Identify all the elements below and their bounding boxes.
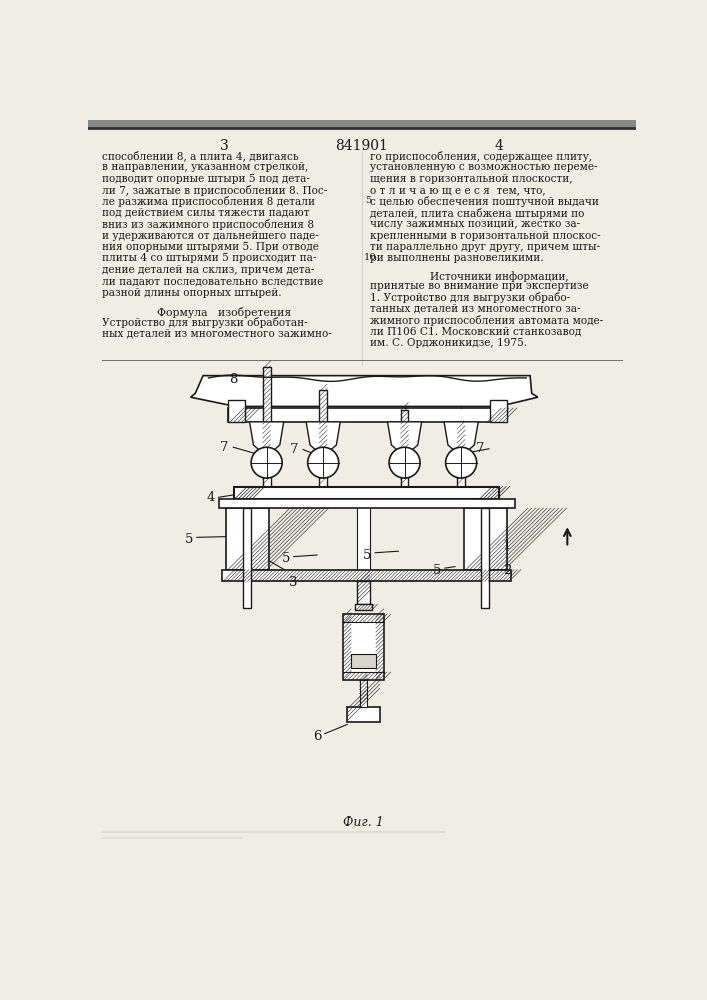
Text: 3: 3 — [220, 139, 228, 153]
Bar — [263, 367, 271, 487]
Text: принятые во внимание при экспертизе: принятые во внимание при экспертизе — [370, 281, 589, 291]
Text: 6: 6 — [312, 730, 321, 742]
Bar — [228, 400, 245, 422]
Text: 7: 7 — [476, 442, 484, 455]
Text: вниз из зажимного приспособления 8: вниз из зажимного приспособления 8 — [103, 219, 315, 230]
Text: 5: 5 — [363, 549, 372, 562]
Text: ли падают последовательно вследствие: ли падают последовательно вследствие — [103, 276, 324, 286]
Text: установленную с возможностью переме-: установленную с возможностью переме- — [370, 162, 598, 172]
Bar — [223, 570, 510, 581]
Bar — [234, 487, 499, 499]
Bar — [357, 487, 370, 581]
Polygon shape — [444, 422, 478, 451]
Bar — [228, 408, 507, 422]
Text: числу зажимных позиций, жестко за-: числу зажимных позиций, жестко за- — [370, 219, 580, 229]
Text: 2: 2 — [503, 564, 511, 577]
Polygon shape — [306, 422, 340, 451]
Text: с целью обеспечения поштучной выдачи: с целью обеспечения поштучной выдачи — [370, 196, 600, 207]
Text: Устройство для выгрузки обработан-: Устройство для выгрузки обработан- — [103, 317, 308, 328]
Text: дение деталей на склиз, причем дета-: дение деталей на склиз, причем дета- — [103, 265, 315, 275]
Text: крепленными в горизонтальной плоскос-: крепленными в горизонтальной плоскос- — [370, 231, 601, 241]
Text: о т л и ч а ю щ е е с я  тем, что,: о т л и ч а ю щ е е с я тем, что, — [370, 185, 546, 195]
Text: 1: 1 — [503, 539, 511, 552]
Text: 5: 5 — [365, 196, 371, 205]
Polygon shape — [387, 422, 421, 451]
Text: подводит опорные штыри 5 под дета-: подводит опорные штыри 5 под дета- — [103, 174, 310, 184]
Bar — [344, 614, 384, 680]
Bar — [243, 508, 251, 608]
Text: 5: 5 — [433, 564, 441, 577]
Bar — [355, 604, 372, 610]
Text: Фиг. 1: Фиг. 1 — [343, 816, 384, 829]
Bar — [88, 120, 636, 128]
Text: танных деталей из многоместного за-: танных деталей из многоместного за- — [370, 304, 581, 314]
Text: 10: 10 — [363, 253, 376, 262]
Text: ли П106 С1. Московский станкозавод: ли П106 С1. Московский станкозавод — [370, 327, 582, 337]
Text: 1. Устройство для выгрузки обрабо-: 1. Устройство для выгрузки обрабо- — [370, 292, 571, 303]
Text: деталей, плита снабжена штырями по: деталей, плита снабжена штырями по — [370, 208, 585, 219]
Text: 841901: 841901 — [336, 139, 388, 153]
Bar — [401, 410, 409, 487]
Bar — [490, 400, 507, 422]
Text: ных деталей из многоместного зажимно-: ных деталей из многоместного зажимно- — [103, 329, 332, 339]
Bar — [351, 654, 376, 668]
Circle shape — [308, 447, 339, 478]
Circle shape — [389, 447, 420, 478]
Text: Источники информации,: Источники информации, — [430, 271, 568, 282]
Text: ри выполнены разновеликими.: ри выполнены разновеликими. — [370, 253, 544, 263]
Text: 4: 4 — [495, 139, 503, 153]
Text: го приспособления, содержащее плиту,: го приспособления, содержащее плиту, — [370, 151, 592, 162]
Text: им. С. Орджоникидзе, 1975.: им. С. Орджоникидзе, 1975. — [370, 338, 527, 348]
Text: разной длины опорных штырей.: разной длины опорных штырей. — [103, 288, 282, 298]
Bar — [218, 499, 515, 508]
Bar — [320, 390, 327, 487]
Text: 4: 4 — [206, 491, 215, 504]
Text: 3: 3 — [289, 576, 298, 588]
Text: щения в горизонтальной плоскости,: щения в горизонтальной плоскости, — [370, 174, 573, 184]
Circle shape — [445, 447, 477, 478]
Bar — [481, 508, 489, 608]
Text: ле разжима приспособления 8 детали: ле разжима приспособления 8 детали — [103, 196, 315, 207]
Text: в направлении, указанном стрелкой,: в направлении, указанном стрелкой, — [103, 162, 308, 172]
Text: 7: 7 — [289, 443, 298, 456]
Text: 5: 5 — [282, 552, 290, 565]
Text: под действием силы тяжести падают: под действием силы тяжести падают — [103, 208, 310, 218]
Text: способлении 8, а плита 4, двигаясь: способлении 8, а плита 4, двигаясь — [103, 151, 299, 162]
Text: ния опорными штырями 5. При отводе: ния опорными штырями 5. При отводе — [103, 242, 319, 252]
Text: ли 7, зажатые в приспособлении 8. Пос-: ли 7, зажатые в приспособлении 8. Пос- — [103, 185, 327, 196]
Bar — [357, 581, 370, 604]
Bar — [464, 508, 507, 570]
Bar — [457, 426, 465, 487]
Text: Формула   изобретения: Формула изобретения — [157, 307, 291, 318]
Text: ти параллельно друг другу, причем шты-: ти параллельно друг другу, причем шты- — [370, 242, 600, 252]
Circle shape — [251, 447, 282, 478]
Text: и удерживаются от дальнейшего паде-: и удерживаются от дальнейшего паде- — [103, 231, 319, 241]
Text: 8: 8 — [229, 373, 238, 386]
Polygon shape — [191, 376, 538, 406]
Polygon shape — [250, 422, 284, 451]
Text: 5: 5 — [185, 533, 193, 546]
Text: жимного приспособления автомата моде-: жимного приспособления автомата моде- — [370, 315, 604, 326]
Text: плиты 4 со штырями 5 происходит па-: плиты 4 со штырями 5 происходит па- — [103, 253, 317, 263]
Bar — [226, 508, 269, 570]
Bar — [347, 707, 380, 722]
Text: 7: 7 — [220, 441, 228, 454]
Bar — [360, 680, 368, 707]
